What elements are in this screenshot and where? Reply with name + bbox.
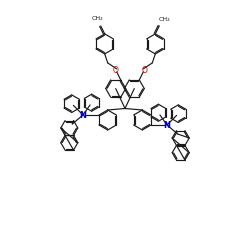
Text: N: N bbox=[164, 120, 170, 130]
Text: CH₂: CH₂ bbox=[158, 18, 170, 22]
Text: O: O bbox=[141, 66, 147, 76]
Text: O: O bbox=[113, 66, 119, 76]
Text: N: N bbox=[80, 110, 86, 120]
Text: CH₂: CH₂ bbox=[92, 16, 104, 21]
